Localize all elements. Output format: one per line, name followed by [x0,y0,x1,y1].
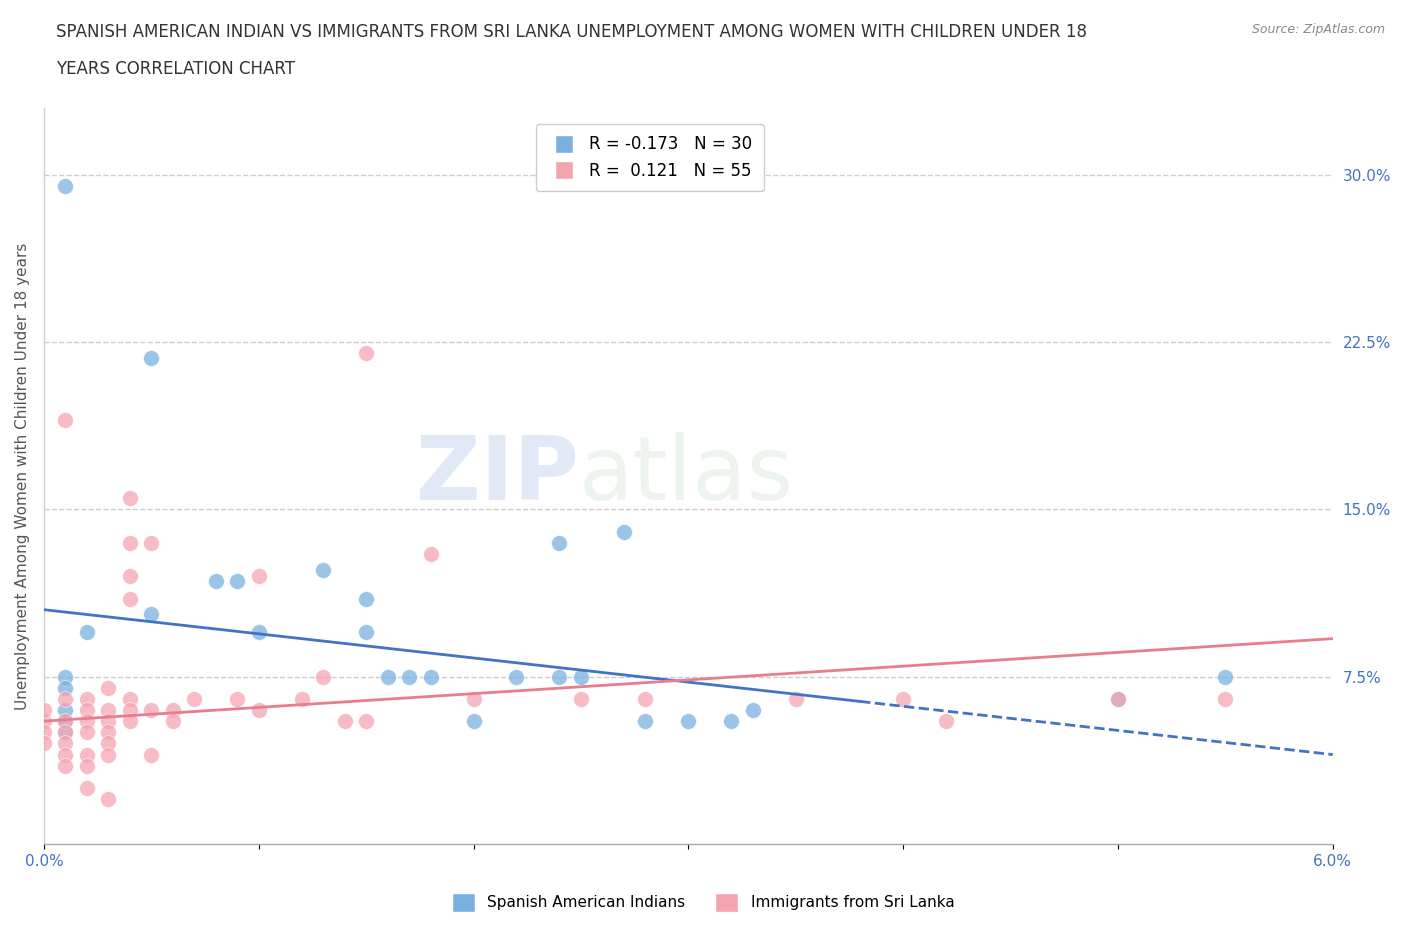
Point [569,691,592,706]
Point [1107,691,1129,706]
Point [141,606,163,621]
Point [118,702,141,717]
Point [1215,691,1237,706]
Point [419,669,441,684]
Point [53,691,76,706]
Point [118,491,141,506]
Point [463,713,485,728]
Point [891,691,914,706]
Legend: Spanish American Indians, Immigrants from Sri Lanka: Spanish American Indians, Immigrants fro… [446,887,960,918]
Point [53,758,76,773]
Point [53,702,76,717]
Point [569,669,592,684]
Point [505,669,527,684]
Text: SPANISH AMERICAN INDIAN VS IMMIGRANTS FROM SRI LANKA UNEMPLOYMENT AMONG WOMEN WI: SPANISH AMERICAN INDIAN VS IMMIGRANTS FR… [56,23,1087,41]
Point [226,573,249,588]
Point [32,702,55,717]
Point [1107,691,1129,706]
Point [53,724,76,739]
Point [1215,669,1237,684]
Point [247,702,270,717]
Point [183,691,205,706]
Legend: R = -0.173   N = 30, R =  0.121   N = 55: R = -0.173 N = 30, R = 0.121 N = 55 [536,124,763,192]
Point [162,713,184,728]
Point [354,625,377,640]
Point [76,747,98,762]
Point [53,724,76,739]
Point [53,713,76,728]
Point [118,691,141,706]
Point [354,591,377,606]
Point [419,547,441,562]
Point [613,525,636,539]
Point [76,758,98,773]
Point [678,713,700,728]
Point [354,346,377,361]
Point [463,691,485,706]
Point [97,791,120,806]
Point [785,691,807,706]
Point [76,780,98,795]
Point [76,702,98,717]
Point [312,562,335,577]
Point [634,691,657,706]
Point [97,736,120,751]
Point [141,747,163,762]
Point [53,669,76,684]
Point [548,536,571,551]
Point [312,669,335,684]
Text: atlas: atlas [579,432,794,519]
Text: ZIP: ZIP [416,432,579,519]
Point [720,713,742,728]
Point [32,736,55,751]
Point [76,713,98,728]
Point [377,669,399,684]
Point [118,536,141,551]
Point [53,413,76,428]
Point [53,736,76,751]
Point [141,702,163,717]
Point [935,713,957,728]
Point [97,713,120,728]
Point [247,569,270,584]
Point [548,669,571,684]
Point [53,747,76,762]
Text: Source: ZipAtlas.com: Source: ZipAtlas.com [1251,23,1385,36]
Point [97,702,120,717]
Point [634,713,657,728]
Y-axis label: Unemployment Among Women with Children Under 18 years: Unemployment Among Women with Children U… [15,242,30,710]
Point [97,747,120,762]
Point [141,351,163,365]
Point [291,691,314,706]
Text: YEARS CORRELATION CHART: YEARS CORRELATION CHART [56,60,295,78]
Point [247,625,270,640]
Point [53,179,76,193]
Point [76,625,98,640]
Point [32,724,55,739]
Point [118,569,141,584]
Point [162,702,184,717]
Point [741,702,763,717]
Point [398,669,420,684]
Point [118,591,141,606]
Point [53,680,76,695]
Point [76,691,98,706]
Point [141,536,163,551]
Point [118,713,141,728]
Point [97,724,120,739]
Point [333,713,356,728]
Point [97,680,120,695]
Point [226,691,249,706]
Point [76,724,98,739]
Point [32,713,55,728]
Point [204,573,226,588]
Point [53,713,76,728]
Point [354,713,377,728]
